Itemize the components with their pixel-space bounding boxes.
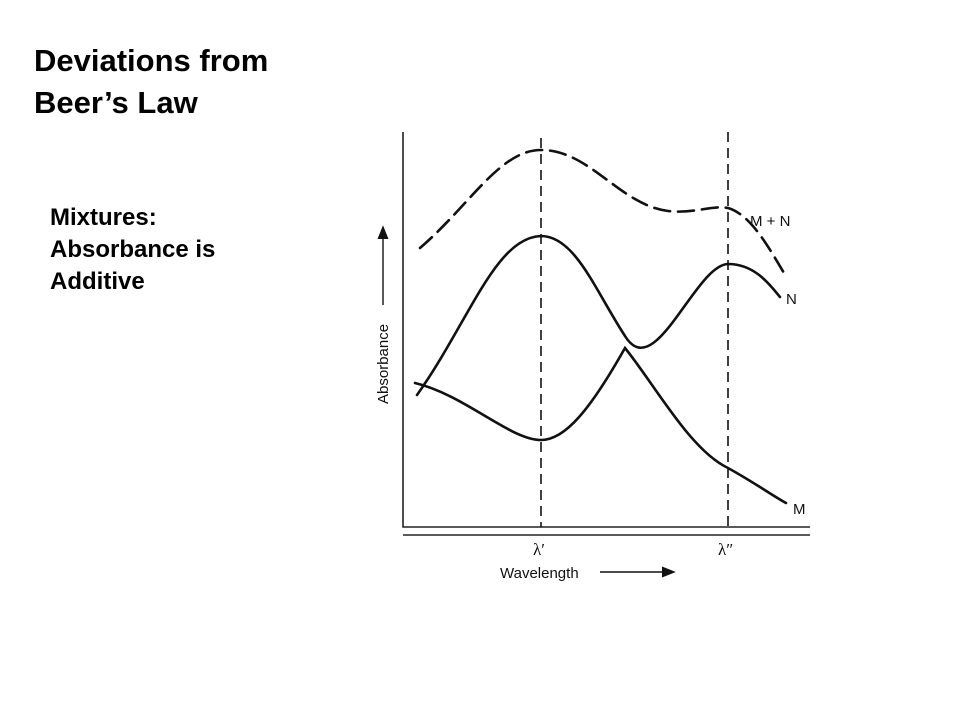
label-m: M	[793, 501, 806, 518]
label-mixture: M + N	[750, 213, 790, 230]
title-line-1: Deviations from	[34, 43, 269, 78]
tick-lambda1: λ′	[533, 540, 545, 559]
subtitle-line-3: Additive	[50, 268, 145, 295]
curve-m	[413, 345, 788, 505]
slide-title: Deviations from Beer’s Law	[34, 40, 268, 124]
curve-n	[415, 234, 782, 397]
x-axis-label: Wavelength	[500, 565, 579, 582]
slide-subtitle: Mixtures: Absorbance is Additive	[50, 202, 215, 298]
label-n: N	[786, 291, 797, 308]
subtitle-line-1: Mixtures:	[50, 204, 157, 231]
subtitle-line-2: Absorbance is	[50, 236, 216, 263]
y-axis-label: Absorbance	[375, 324, 392, 404]
curve-mixture	[418, 148, 789, 280]
tick-lambda2: λ″	[718, 540, 733, 559]
axes-frame	[402, 132, 810, 528]
title-line-2: Beer’s Law	[34, 85, 198, 120]
